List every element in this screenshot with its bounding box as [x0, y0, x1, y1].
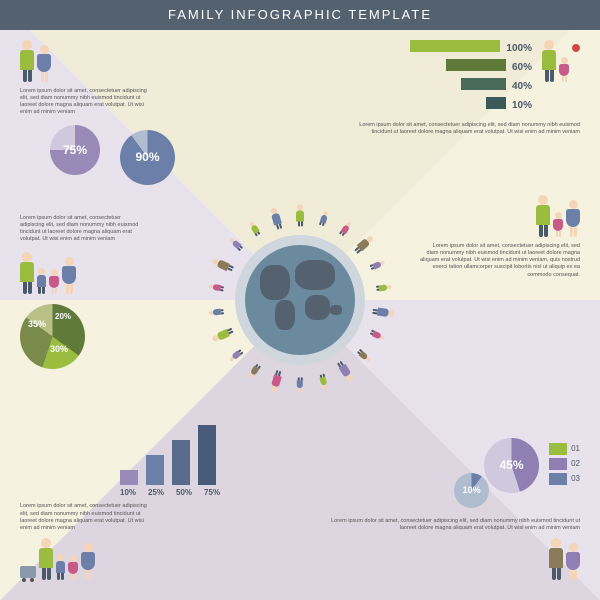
- donut-10: 10%: [454, 473, 489, 508]
- family-grandparents: [320, 538, 580, 580]
- ring-person: [269, 207, 283, 230]
- ring-person: [372, 306, 395, 317]
- section-mid-left: Lorem ipsum dolor sit amet, consectetuer…: [20, 215, 160, 369]
- ring-person: [211, 327, 234, 343]
- ring-person: [248, 221, 261, 237]
- ring-person: [297, 377, 303, 392]
- section-mid-right: Lorem ipsum dolor sit amet, consectetuer…: [420, 195, 580, 279]
- vbar: [120, 470, 138, 485]
- family-dad-child: [542, 40, 580, 82]
- globe: [235, 235, 365, 365]
- ring-person: [353, 234, 375, 254]
- ring-person: [208, 284, 224, 292]
- hbar: [461, 78, 506, 90]
- header-title: FAMILY INFOGRAPHIC TEMPLATE: [0, 0, 600, 30]
- ring-person: [339, 221, 352, 237]
- vbar: [172, 440, 190, 485]
- ring-person: [336, 360, 355, 383]
- ring-person: [211, 257, 234, 273]
- vbar: [146, 455, 164, 485]
- lorem-tr: Lorem ipsum dolor sit amet, consectetuer…: [340, 122, 580, 136]
- family-ml: [20, 252, 160, 294]
- ring-person: [319, 373, 329, 389]
- lorem-ml: Lorem ipsum dolor sit amet, consectetuer…: [20, 215, 140, 244]
- family-couple: [20, 40, 200, 82]
- hbar: [486, 97, 506, 109]
- section-bottom-left: 10%25%50%75% Lorem ipsum dolor sit amet,…: [20, 425, 280, 580]
- pie-chart: 35% 20% 30%: [20, 304, 85, 369]
- lorem-mr: Lorem ipsum dolor sit amet, consectetuer…: [420, 243, 580, 279]
- ring-person: [369, 259, 385, 270]
- donut-75: 75%: [50, 125, 100, 175]
- family-bl: [20, 538, 280, 580]
- ring-person: [208, 308, 224, 316]
- ring-person: [376, 284, 392, 292]
- ring-person: [269, 369, 283, 392]
- section-top-right: 100%60%40%10% Lorem ipsum dolor sit amet…: [340, 40, 580, 136]
- section-top-left: Lorem ipsum dolor sit amet, consectetuer…: [20, 40, 200, 185]
- ring-person: [228, 348, 243, 362]
- ring-person: [228, 238, 243, 252]
- lorem-bl: Lorem ipsum dolor sit amet, consectetuer…: [20, 503, 150, 532]
- vbar: [198, 425, 216, 485]
- hbar: [410, 40, 500, 52]
- section-bottom-right: 45% 10% 010203 Lorem ipsum dolor sit ame…: [320, 438, 580, 580]
- vbar-chart: [120, 425, 280, 485]
- ring-person: [319, 211, 329, 227]
- ring-person: [248, 363, 261, 379]
- ring-person: [369, 329, 385, 340]
- donut-45: 45%: [484, 438, 539, 493]
- balloon-icon: [572, 44, 580, 52]
- donut-90: 90%: [120, 130, 175, 185]
- hbar: [446, 59, 506, 71]
- lorem-br: Lorem ipsum dolor sit amet, consectetuer…: [320, 518, 580, 532]
- br-legend: 010203: [549, 443, 580, 488]
- ring-person: [296, 205, 304, 227]
- hbar-chart: 100%60%40%10%: [410, 40, 532, 116]
- ring-person: [356, 348, 371, 362]
- family-mr: [420, 195, 580, 237]
- lorem-tl: Lorem ipsum dolor sit amet, consectetuer…: [20, 88, 150, 117]
